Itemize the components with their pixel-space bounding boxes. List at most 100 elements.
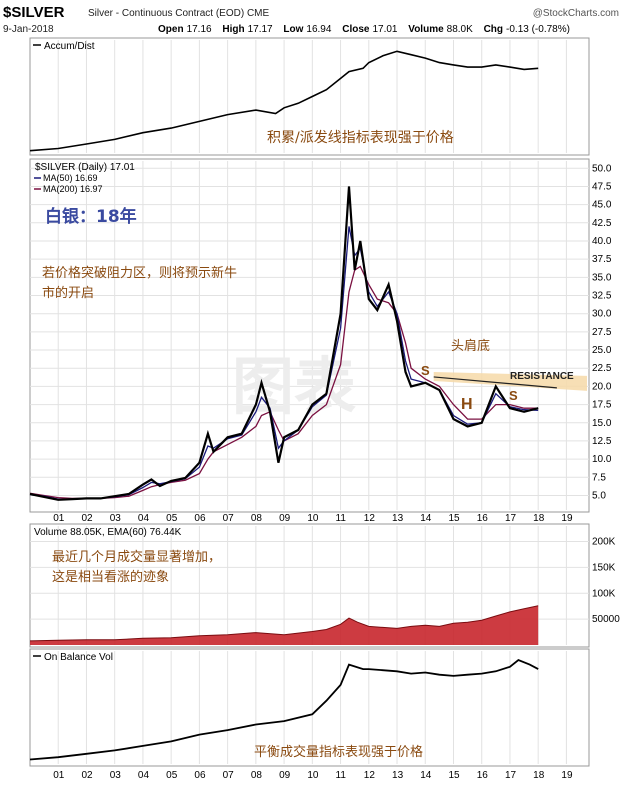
chg-label: Chg [483,24,504,35]
volume-y-tick-0: 200K [592,537,616,548]
watermark-text: 图表 [232,350,356,423]
volume-ema-line [29,605,539,642]
volume-y-ticks: 200K 150K 100K 50000 [592,537,620,626]
head-label: H [461,396,473,413]
price-frame [29,158,590,513]
chg-value: -0.13 (-0.78%) [506,24,570,35]
open-label: Open [158,24,184,35]
price-x-tick-5: 06 [194,513,206,524]
obv-legend: On Balance Vol [44,652,113,663]
price-legend: $SILVER (Daily) 17.01 [35,162,135,173]
price-x-tick-16: 17 [505,513,517,524]
price-x-tick-17: 18 [533,513,545,524]
price-x-tick-2: 03 [110,513,122,524]
obv-frame [29,648,590,767]
price-y-tick-16: 10.0 [592,454,612,465]
volume-y-tick-3: 50000 [592,614,620,625]
price-y-tick-12: 20.0 [592,381,612,392]
symbol-title: $SILVER [3,4,65,21]
chart-header: $SILVER Silver - Continuous Contract (EO… [0,0,627,38]
price-x-tick-7: 08 [251,513,263,524]
price-y-tick-9: 27.5 [592,327,612,338]
price-x-tick-9: 10 [307,513,319,524]
price-y-tick-1: 47.5 [592,181,612,192]
ohlc-readout: Open 17.16 High 17.17 Low 16.94 Close 17.01 … [150,24,570,35]
open-value: 17.16 [186,24,212,35]
accum-dist-legend: Accum/Dist [44,41,95,52]
volume-y-tick-1: 150K [592,562,616,573]
obv-x-tick-4: 05 [166,770,178,781]
obv-x-tick-2: 03 [110,770,122,781]
price-y-tick-11: 22.5 [592,363,612,374]
price-x-tick-13: 14 [420,513,432,524]
price-x-tick-6: 07 [223,513,235,524]
price-x-tick-10: 11 [336,513,347,524]
obv-x-tick-0: 01 [53,770,65,781]
obv-x-tick-9: 10 [307,770,319,781]
close-value: 17.01 [372,24,398,35]
price-y-tick-2: 45.0 [592,200,612,211]
price-x-tick-14: 15 [448,513,460,524]
obv-panel: On Balance Vol 平衡成交量指标表现强于价格 01 02 03 04 05 0… [29,648,590,781]
low-label: Low [283,24,304,35]
price-y-tick-10: 25.0 [592,345,612,356]
price-y-tick-13: 17.5 [592,400,612,411]
price-y-tick-0: 50.0 [592,163,612,174]
high-value: 17.17 [247,24,273,35]
obv-x-tick-8: 09 [279,770,291,781]
accum-dist-frame [29,37,590,156]
breakout-annotation-line1: 若价格突破阻力区，则将预示新牛 [42,265,237,281]
price-x-tick-11: 12 [364,513,376,524]
accum-dist-annotation: 积累/派发线指标表现强于价格 [267,130,454,146]
obv-x-tick-13: 14 [420,770,432,781]
resistance-label: RESISTANCE [510,371,574,382]
date-label: 9-Jan-2018 [3,24,54,35]
price-y-tick-14: 15.0 [592,418,612,429]
right-shoulder-label: S [509,388,518,403]
volume-annotation-line1: 最近几个月成交量显著增加， [52,549,221,565]
obv-x-tick-12: 13 [392,770,404,781]
price-y-tick-3: 42.5 [592,218,612,229]
obv-grid [57,651,567,764]
price-y-tick-17: 7.5 [592,472,606,483]
ma50-legend: MA(50) 16.69 [43,173,98,183]
obv-x-tick-15: 16 [477,770,489,781]
price-x-tick-0: 01 [53,513,65,524]
price-panel: 图表 50.0 47.5 45.0 42.5 40.0 37.5 35.0 32.5 30.0 2… [29,158,612,524]
price-title-cn: 白银：18年 [45,206,137,227]
resistance-line [433,376,557,389]
obv-x-tick-10: 11 [336,770,347,781]
volume-panel: 200K 150K 100K 50000 Volume 88.05K, EMA(60)… [29,523,620,648]
obv-x-tick-1: 02 [81,770,93,781]
volume-y-tick-2: 100K [592,588,616,599]
obv-x-tick-11: 12 [364,770,376,781]
contract-subtitle: Silver - Continuous Contract (EOD) CME [88,8,270,19]
low-value: 16.94 [306,24,332,35]
ma200-legend: MA(200) 16.97 [43,184,103,194]
price-x-tick-12: 13 [392,513,404,524]
brand-label[interactable]: @StockCharts.com [532,8,619,19]
high-label: High [222,24,245,35]
price-y-tick-15: 12.5 [592,436,612,447]
obv-x-ticks: 01 02 03 04 05 06 07 08 09 10 11 12 13 14 15 16 17 18 19 [53,770,573,781]
obv-annotation: 平衡成交量指标表现强于价格 [254,744,423,760]
volume-legend: Volume 88.05K, EMA(60) 76.44K [34,527,182,538]
accum-dist-grid [57,40,567,153]
volume-annotation-line2: 这是相当看涨的迹象 [52,569,169,585]
price-y-tick-7: 32.5 [592,291,612,302]
breakout-annotation-line2: 市的开启 [42,285,94,301]
resistance-band [433,371,587,391]
obv-x-tick-17: 18 [533,770,545,781]
price-x-tick-3: 04 [138,513,150,524]
price-y-tick-6: 35.0 [592,272,612,283]
obv-x-tick-6: 07 [223,770,235,781]
left-shoulder-label: S [421,363,430,378]
obv-x-tick-5: 06 [194,770,206,781]
price-y-tick-5: 37.5 [592,254,612,265]
price-y-tick-8: 30.0 [592,309,612,320]
price-y-ticks: 50.0 47.5 45.0 42.5 40.0 37.5 35.0 32.5 30.0 27.5… [592,163,612,501]
volume-value: 88.0K [446,24,473,35]
price-x-ticks: 01 02 03 04 05 06 07 08 09 10 11 12 13 14 15 16 17 18 19 [53,513,573,524]
obv-x-tick-7: 08 [251,770,263,781]
